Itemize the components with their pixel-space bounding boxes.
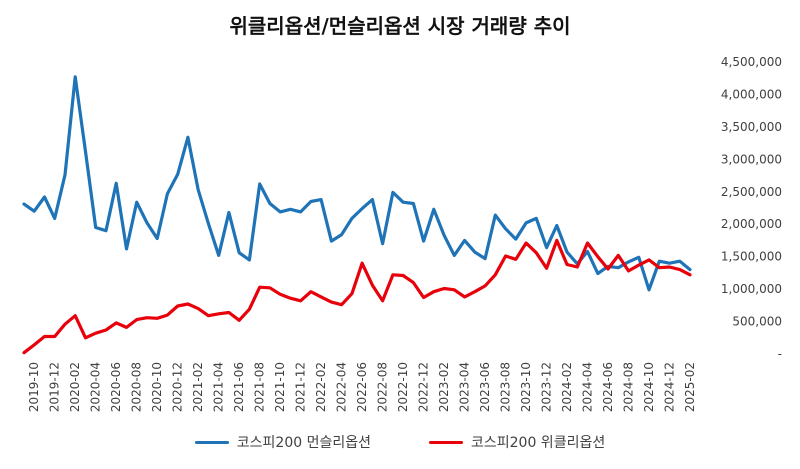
x-tick-label: 2022-06 <box>355 362 369 412</box>
legend: 코스피200 먼슬리옵션 코스피200 위클리옵션 <box>0 432 800 452</box>
y-tick-label: 3,000,000 <box>721 152 782 166</box>
legend-swatch-monthly <box>194 440 229 444</box>
x-tick-label: 2024-12 <box>663 362 677 412</box>
x-tick-label: 2022-04 <box>335 362 349 412</box>
x-tick-label: 2023-02 <box>437 362 451 412</box>
x-tick-label: 2019-10 <box>27 362 41 412</box>
y-tick-label: 3,500,000 <box>721 120 782 134</box>
x-tick-label: 2025-02 <box>683 362 697 412</box>
x-tick-label: 2023-08 <box>499 362 513 412</box>
x-axis-ticks: 2019-10 2019-12 2020-02 2020-04 2020-06 2020-… <box>27 362 697 412</box>
y-tick-label: 4,000,000 <box>721 87 782 101</box>
y-tick-label: 1,500,000 <box>721 250 782 264</box>
x-tick-label: 2023-04 <box>458 362 472 412</box>
y-tick-label: 2,000,000 <box>721 217 782 231</box>
x-tick-label: 2024-10 <box>642 362 656 412</box>
y-axis-ticks: - 500,000 1,000,000 1,500,000 2,000,000 2,500… <box>721 55 782 361</box>
series-lines <box>22 75 692 355</box>
x-tick-label: 2020-02 <box>68 362 82 412</box>
x-tick-label: 2024-08 <box>622 362 636 412</box>
x-tick-label: 2024-02 <box>560 362 574 412</box>
x-tick-label: 2022-12 <box>417 362 431 412</box>
x-tick-label: 2021-04 <box>212 362 226 412</box>
x-tick-label: 2022-10 <box>396 362 410 412</box>
x-tick-label: 2024-04 <box>581 362 595 412</box>
legend-label-monthly: 코스피200 먼슬리옵션 <box>236 435 371 451</box>
x-tick-label: 2022-02 <box>314 362 328 412</box>
y-tick-label: 4,500,000 <box>721 55 782 69</box>
series-line-monthly <box>22 75 692 292</box>
x-tick-label: 2021-12 <box>294 362 308 412</box>
x-tick-label: 2021-10 <box>273 362 287 412</box>
chart-title: 위클리옵션/먼슬리옵션 시장 거래량 추이 <box>229 14 571 38</box>
legend-label-weekly: 코스피200 위클리옵션 <box>471 435 606 451</box>
x-tick-label: 2024-06 <box>601 362 615 412</box>
legend-item-weekly: 코스피200 위클리옵션 <box>429 432 605 452</box>
series-line-weekly <box>22 238 692 355</box>
x-tick-label: 2021-06 <box>232 362 246 412</box>
x-tick-label: 2021-02 <box>191 362 205 412</box>
y-tick-label: 500,000 <box>732 315 782 329</box>
legend-item-monthly: 코스피200 먼슬리옵션 <box>194 432 371 452</box>
x-tick-label: 2023-10 <box>519 362 533 412</box>
x-tick-label: 2019-12 <box>48 362 62 412</box>
x-tick-label: 2023-12 <box>540 362 554 412</box>
y-tick-label: - <box>778 347 782 361</box>
legend-swatch-weekly <box>429 440 463 444</box>
y-tick-label: 1,000,000 <box>721 282 782 296</box>
x-tick-label: 2020-10 <box>150 362 164 412</box>
x-tick-label: 2021-08 <box>253 362 267 412</box>
x-tick-label: 2020-04 <box>89 362 103 412</box>
x-tick-label: 2020-08 <box>130 362 144 412</box>
y-tick-label: 2,500,000 <box>721 185 782 199</box>
x-tick-label: 2023-06 <box>478 362 492 412</box>
x-tick-label: 2020-12 <box>171 362 185 412</box>
x-tick-label: 2022-08 <box>376 362 390 412</box>
x-tick-label: 2020-06 <box>109 362 123 412</box>
